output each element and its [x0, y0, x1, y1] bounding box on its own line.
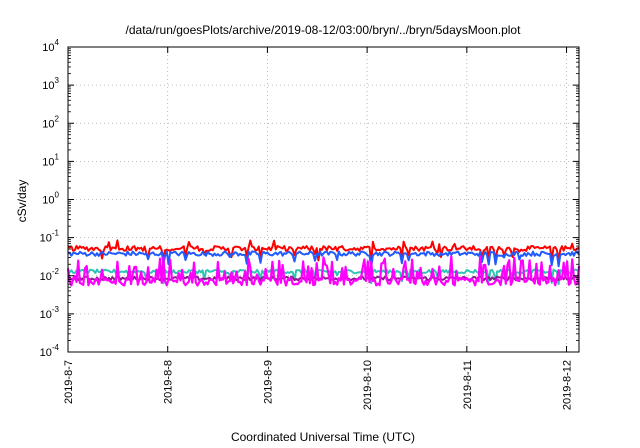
- x-tick-label: 2019-8-9: [262, 360, 274, 404]
- x-tick-label: 2019-8-10: [362, 360, 374, 410]
- chart-title: /data/run/goesPlots/archive/2019-08-12/0…: [126, 23, 522, 37]
- y-tick-label: 10-3: [40, 305, 60, 321]
- grid-lines: [68, 47, 579, 352]
- x-axis: 2019-8-7 2019-8-8 2019-8-9 2019-8-10 2019-8-…: [63, 47, 574, 410]
- x-tick-label: 2019-8-12: [562, 360, 574, 410]
- y-tick-label: 10-2: [40, 267, 60, 283]
- x-axis-label: Coordinated Universal Time (UTC): [231, 430, 415, 444]
- y-axis-label: cSv/day: [15, 180, 29, 223]
- series-line: [67, 250, 580, 269]
- series-group: [66, 239, 581, 287]
- x-tick-label: 2019-8-7: [63, 360, 75, 404]
- series-line: [67, 239, 580, 264]
- y-tick-label: 10-4: [40, 343, 60, 359]
- y-tick-label: 100: [42, 191, 59, 207]
- y-tick-label: 102: [42, 114, 59, 130]
- series-line: [66, 255, 581, 287]
- y-axis: 10-4 10-3 10-2 10-1 100 101 102 103 104: [40, 38, 579, 359]
- y-tick-label: 103: [42, 76, 59, 92]
- y-tick-label: 101: [42, 152, 59, 168]
- y-tick-label: 104: [42, 38, 59, 54]
- x-tick-label: 2019-8-11: [462, 360, 474, 409]
- x-tick-label: 2019-8-8: [163, 360, 175, 404]
- y-tick-label: 10-1: [40, 229, 60, 245]
